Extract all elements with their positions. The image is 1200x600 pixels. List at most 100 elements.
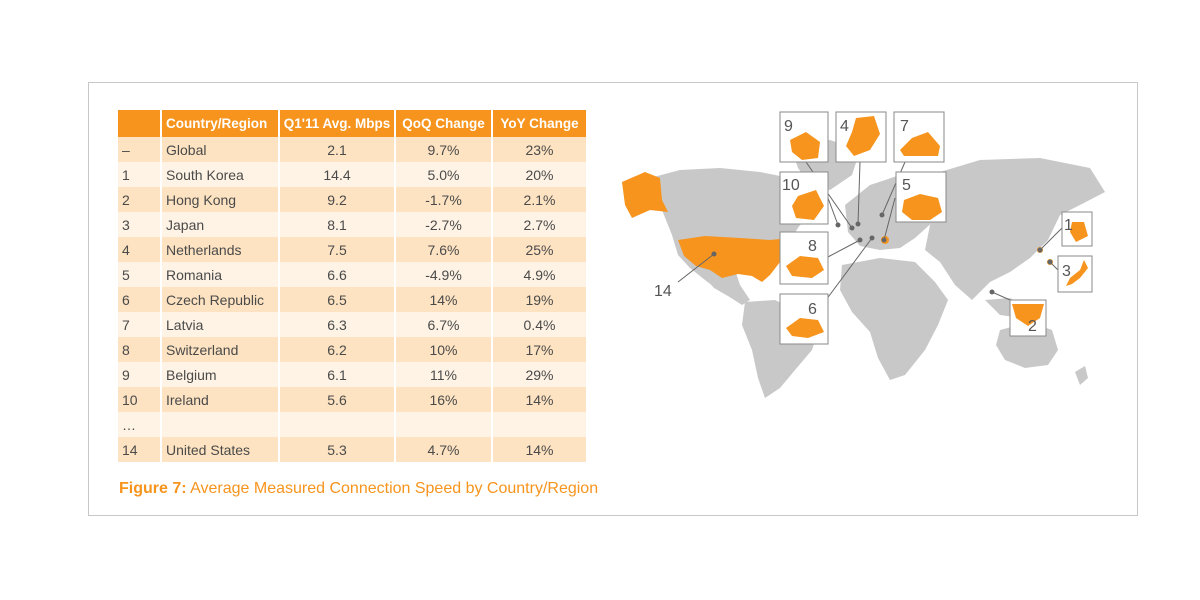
callout-dot-2 (989, 289, 995, 295)
cell-country (162, 412, 280, 437)
cell-country: Czech Republic (162, 287, 280, 312)
table-row: 7 Latvia 6.3 6.7% 0.4% (118, 312, 586, 337)
cell-rank: 8 (118, 337, 162, 362)
cell-country: South Korea (162, 162, 280, 187)
callout-box-3: 3 (1057, 255, 1093, 293)
africa-land (840, 258, 948, 380)
cell-country: Ireland (162, 387, 280, 412)
cell-yoy-change: 2.7% (493, 212, 586, 237)
cell-rank: 4 (118, 237, 162, 262)
callout-label-14: 14 (654, 283, 672, 300)
alaska-highlight (622, 172, 668, 218)
central-america-land (705, 278, 750, 305)
cell-yoy-change (493, 412, 586, 437)
cell-country: Global (162, 137, 280, 162)
callout-box-8: 8 (779, 231, 829, 285)
cell-yoy-change: 23% (493, 137, 586, 162)
cell-yoy-change: 29% (493, 362, 586, 387)
cell-rank: 2 (118, 187, 162, 212)
column-header-qoq: QoQ Change (396, 110, 493, 137)
table-row: 14 United States 5.3 4.7% 14% (118, 437, 586, 462)
cell-yoy-change: 0.4% (493, 312, 586, 337)
cell-qoq-change: 14% (396, 287, 493, 312)
cell-qoq-change: 4.7% (396, 437, 493, 462)
callout-label-2: 2 (1028, 318, 1037, 335)
cell-rank: 14 (118, 437, 162, 462)
callout-box-2: 2 (1009, 299, 1047, 337)
cell-qoq-change: 5.0% (396, 162, 493, 187)
callout-dot-3 (1047, 259, 1053, 265)
callout-label-5: 5 (902, 177, 911, 194)
table-row: 8 Switzerland 6.2 10% 17% (118, 337, 586, 362)
cell-qoq-change: 7.6% (396, 237, 493, 262)
cell-rank: 10 (118, 387, 162, 412)
callout-box-1: 1 (1061, 211, 1093, 247)
table-row: 10 Ireland 5.6 16% 14% (118, 387, 586, 412)
cell-avg-mbps (280, 412, 396, 437)
cell-avg-mbps: 14.4 (280, 162, 396, 187)
cell-qoq-change: 10% (396, 337, 493, 362)
leader-line-10 (827, 197, 839, 226)
table-row: 6 Czech Republic 6.5 14% 19% (118, 287, 586, 312)
callout-dots (711, 212, 1053, 295)
table-header-row: Country/Region Q1'11 Avg. Mbps QoQ Chang… (118, 110, 586, 137)
cell-country: United States (162, 437, 280, 462)
callout-box-5: 5 (895, 171, 947, 223)
callout-box-6: 6 (779, 293, 829, 345)
cell-rank: 5 (118, 262, 162, 287)
leader-line-5 (883, 197, 896, 241)
leader-line-7 (881, 161, 906, 216)
cell-country: Hong Kong (162, 187, 280, 212)
cell-qoq-change: 11% (396, 362, 493, 387)
speed-table: Country/Region Q1'11 Avg. Mbps QoQ Chang… (118, 110, 586, 462)
callout-label-6: 6 (808, 301, 817, 318)
cell-yoy-change: 19% (493, 287, 586, 312)
cell-rank: … (118, 412, 162, 437)
cell-country: Netherlands (162, 237, 280, 262)
new-zealand-land (1075, 366, 1088, 385)
cell-qoq-change: -2.7% (396, 212, 493, 237)
callout-dot-1 (1037, 247, 1043, 253)
table-row: … (118, 412, 586, 437)
cell-country: Switzerland (162, 337, 280, 362)
leader-line-1 (1039, 227, 1063, 251)
callout-box-10: 10 (779, 171, 829, 225)
callout-dot-6 (869, 235, 875, 241)
cell-yoy-change: 4.9% (493, 262, 586, 287)
cell-avg-mbps: 6.5 (280, 287, 396, 312)
cell-yoy-change: 2.1% (493, 187, 586, 212)
leader-line-4 (857, 161, 861, 225)
table-row: 4 Netherlands 7.5 7.6% 25% (118, 237, 586, 262)
cell-qoq-change: 16% (396, 387, 493, 412)
cell-qoq-change: -1.7% (396, 187, 493, 212)
usa-highlight (678, 236, 793, 282)
cell-yoy-change: 14% (493, 437, 586, 462)
cell-avg-mbps: 6.6 (280, 262, 396, 287)
cell-avg-mbps: 7.5 (280, 237, 396, 262)
callout-label-10: 10 (782, 177, 800, 194)
cell-rank: 7 (118, 312, 162, 337)
cell-avg-mbps: 6.2 (280, 337, 396, 362)
cell-yoy-change: 17% (493, 337, 586, 362)
callout-dot-10 (835, 222, 841, 228)
callout-label-9: 9 (784, 118, 793, 135)
callout-label-3: 3 (1062, 263, 1071, 280)
cell-avg-mbps: 5.6 (280, 387, 396, 412)
cell-qoq-change: 6.7% (396, 312, 493, 337)
table-row: 3 Japan 8.1 -2.7% 2.7% (118, 212, 586, 237)
cell-avg-mbps: 5.3 (280, 437, 396, 462)
cell-avg-mbps: 8.1 (280, 212, 396, 237)
leader-line-8 (825, 239, 861, 259)
column-header-rank (118, 110, 162, 137)
callout-dot-5 (881, 237, 887, 243)
column-header-avg-mbps: Q1'11 Avg. Mbps (280, 110, 396, 137)
callout-dot-9 (849, 225, 855, 231)
cell-rank: 6 (118, 287, 162, 312)
table-row: – Global 2.1 9.7% 23% (118, 137, 586, 162)
cell-country: Latvia (162, 312, 280, 337)
figure-number: Figure 7: (119, 480, 187, 497)
cell-yoy-change: 25% (493, 237, 586, 262)
cell-yoy-change: 14% (493, 387, 586, 412)
table-row: 1 South Korea 14.4 5.0% 20% (118, 162, 586, 187)
